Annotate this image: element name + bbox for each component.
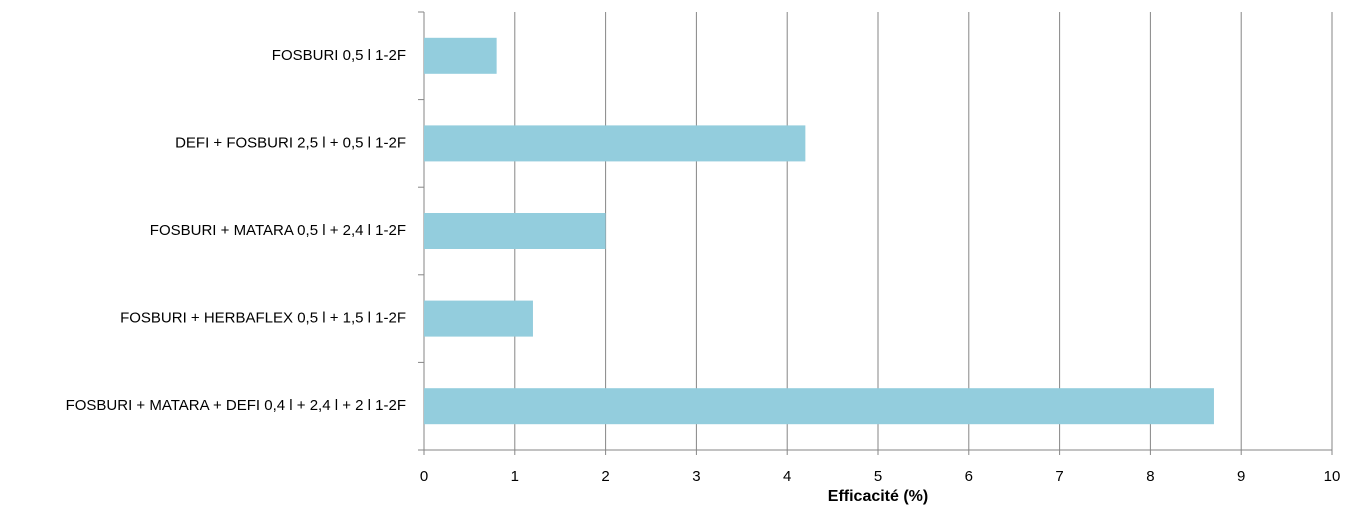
- x-tick-label: 8: [1146, 468, 1154, 485]
- x-axis-label: Efficacité (%): [828, 488, 928, 505]
- y-tick-label: DEFI + FOSBURI 2,5 l + 0,5 l 1-2F: [175, 134, 406, 151]
- x-tick-label: 7: [1055, 468, 1063, 485]
- bar: [424, 125, 806, 162]
- bar: [424, 388, 1214, 425]
- x-tick-label: 9: [1237, 468, 1245, 485]
- x-tick-label: 1: [511, 468, 519, 485]
- x-tick-label: 5: [874, 468, 882, 485]
- x-tick-label: 2: [601, 468, 609, 485]
- x-tick-label: 4: [783, 468, 791, 485]
- bar: [424, 213, 606, 249]
- x-tick-label: 10: [1324, 468, 1341, 485]
- y-tick-label: FOSBURI + HERBAFLEX 0,5 l + 1,5 l 1-2F: [120, 310, 406, 327]
- x-tick-label: 6: [965, 468, 973, 485]
- bar: [424, 37, 497, 74]
- y-tick-label: FOSBURI + MATARA 0,5 l + 2,4 l 1-2F: [150, 222, 406, 239]
- y-tick-label: FOSBURI 0,5 l 1-2F: [272, 47, 406, 64]
- y-tick-label: FOSBURI + MATARA + DEFI 0,4 l + 2,4 l + …: [66, 397, 406, 414]
- bar: [424, 300, 533, 337]
- x-tick-label: 3: [692, 468, 700, 485]
- x-tick-label: 0: [420, 468, 428, 485]
